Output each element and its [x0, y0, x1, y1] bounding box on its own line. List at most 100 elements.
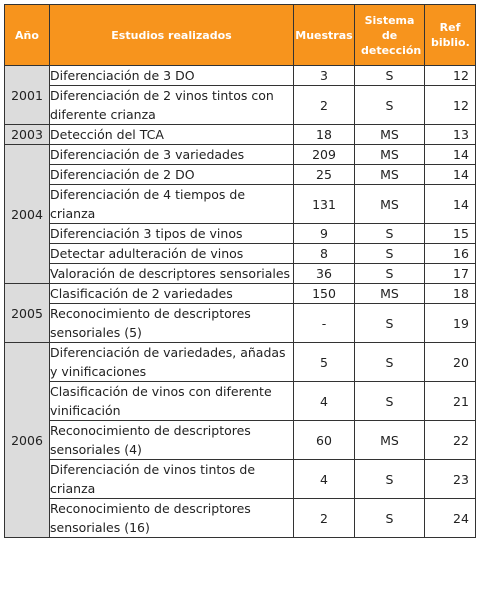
ref-value: 13: [453, 127, 469, 142]
ref-value: 15: [453, 226, 469, 241]
system-cell: MS: [354, 184, 425, 224]
system-cell: S: [354, 498, 425, 538]
samples-cell: 3: [293, 65, 355, 86]
ref-value: 18: [453, 286, 469, 301]
ref-value: 23: [453, 471, 469, 487]
ref-value: 24: [453, 510, 469, 526]
table-row: Detectar adulteración de vinos 8 S 16: [5, 243, 476, 264]
ref-cell: 17: [424, 263, 476, 284]
ref-value: 14: [453, 167, 469, 182]
table-row: Reconocimiento de descriptores sensorial…: [5, 498, 476, 538]
study-cell: Detectar adulteración de vinos: [49, 243, 294, 264]
table-row: 2004 Diferenciación de 3 variedades 209 MS 1…: [4, 144, 476, 284]
samples-cell: 2: [293, 85, 355, 125]
table-body: 2001 Diferenciación de 3 DO 3 S 12 Diferencia…: [4, 65, 476, 538]
study-cell: Reconocimiento de descriptores sensorial…: [49, 303, 294, 343]
table-row: Reconocimiento de descriptores sensorial…: [5, 420, 476, 460]
year-cell: 2004: [4, 144, 50, 284]
header-year: Año: [4, 4, 50, 66]
ref-cell: 12: [424, 65, 476, 86]
table-row: Diferenciación de 2 DO 25 MS 14: [5, 164, 476, 185]
study-cell: Diferenciación de 4 tiempos de crianza: [49, 184, 294, 224]
ref-value: 19: [453, 315, 469, 331]
study-cell: Diferenciación de variedades, añadas y v…: [49, 342, 294, 382]
system-cell: S: [354, 263, 425, 284]
study-cell: Valoración de descriptores sensoriales: [49, 263, 294, 284]
samples-cell: 209: [293, 144, 355, 165]
ref-cell: 14: [424, 184, 476, 224]
table-row: Diferenciación de 4 tiempos de crianza 13…: [5, 184, 476, 224]
samples-cell: 60: [293, 420, 355, 460]
samples-cell: 2: [293, 498, 355, 538]
ref-value: 12: [453, 68, 469, 83]
table-row: 2005 Clasificación de 2 variedades 150 MS 18: [4, 283, 476, 343]
table-row: Diferenciación de 2 vinos tintos con dif…: [5, 85, 476, 125]
system-cell: MS: [354, 164, 425, 185]
system-cell: MS: [354, 144, 425, 165]
ref-cell: 13: [424, 124, 476, 145]
ref-value: 14: [453, 196, 469, 212]
table-row: 2001 Diferenciación de 3 DO 3 S 12: [4, 65, 476, 125]
samples-cell: -: [293, 303, 355, 343]
system-cell: S: [354, 243, 425, 264]
ref-cell: 19: [424, 303, 476, 343]
study-cell: Diferenciación 3 tipos de vinos: [49, 223, 294, 244]
system-cell: S: [354, 303, 425, 343]
system-cell: S: [354, 342, 425, 382]
ref-value: 17: [453, 266, 469, 281]
study-cell: Diferenciación de 3 variedades: [49, 144, 294, 165]
table-row: 2003 Detección del TCA 18 MS 13: [4, 124, 476, 145]
ref-cell: 21: [424, 381, 476, 421]
system-cell: S: [354, 459, 425, 499]
system-cell: S: [354, 65, 425, 86]
study-cell: Diferenciación de vinos tintos de crianz…: [49, 459, 294, 499]
ref-value: 14: [453, 147, 469, 162]
study-cell: Clasificación de vinos con diferente vin…: [49, 381, 294, 421]
system-cell: MS: [354, 283, 425, 304]
ref-value: 16: [453, 246, 469, 261]
system-cell: S: [354, 85, 425, 125]
samples-cell: 8: [293, 243, 355, 264]
samples-cell: 25: [293, 164, 355, 185]
ref-value: 12: [453, 97, 469, 113]
ref-cell: 16: [424, 243, 476, 264]
header-samples: Muestras: [293, 4, 355, 66]
table-row: Reconocimiento de descriptores sensorial…: [5, 303, 476, 343]
system-cell: MS: [354, 124, 425, 145]
ref-value: 21: [453, 393, 469, 409]
ref-cell: 24: [424, 498, 476, 538]
year-cell: 2001: [4, 65, 50, 125]
study-cell: Diferenciación de 2 DO: [49, 164, 294, 185]
study-cell: Diferenciación de 3 DO: [49, 65, 294, 86]
ref-cell: 23: [424, 459, 476, 499]
samples-cell: 18: [293, 124, 355, 145]
system-cell: S: [354, 223, 425, 244]
samples-cell: 9: [293, 223, 355, 244]
header-study: Estudios realizados: [49, 4, 294, 66]
header-ref: Ref biblio.: [424, 4, 476, 66]
study-cell: Detección del TCA: [49, 124, 294, 145]
study-cell: Clasificación de 2 variedades: [49, 283, 294, 304]
studies-table: Año Estudios realizados Muestras Sistema…: [4, 4, 476, 538]
header-system: Sistema de detección: [354, 4, 425, 66]
year-cell: 2003: [4, 124, 50, 145]
ref-value: 22: [453, 432, 469, 448]
samples-cell: 5: [293, 342, 355, 382]
table-row: Diferenciación 3 tipos de vinos 9 S 15: [5, 223, 476, 244]
table-row: Clasificación de vinos con diferente vin…: [5, 381, 476, 421]
samples-cell: 150: [293, 283, 355, 304]
ref-cell: 20: [424, 342, 476, 382]
table-row: Valoración de descriptores sensoriales 36…: [5, 263, 476, 284]
samples-cell: 4: [293, 381, 355, 421]
system-cell: MS: [354, 420, 425, 460]
samples-cell: 36: [293, 263, 355, 284]
samples-cell: 4: [293, 459, 355, 499]
system-cell: S: [354, 381, 425, 421]
table-row: Diferenciación de vinos tintos de crianz…: [5, 459, 476, 499]
ref-cell: 15: [424, 223, 476, 244]
ref-cell: 22: [424, 420, 476, 460]
ref-cell: 14: [424, 144, 476, 165]
study-cell: Reconocimiento de descriptores sensorial…: [49, 420, 294, 460]
year-cell: 2005: [4, 283, 50, 343]
samples-cell: 131: [293, 184, 355, 224]
